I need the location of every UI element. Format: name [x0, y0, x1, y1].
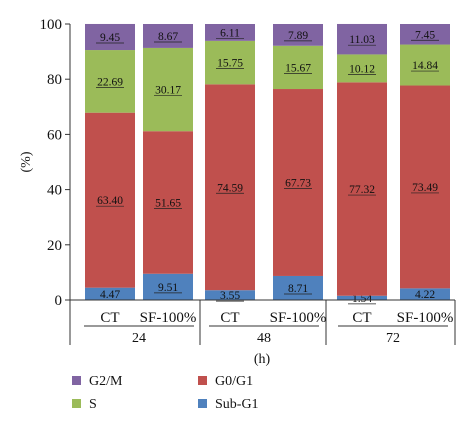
legend-label: G0/G1 — [215, 374, 253, 389]
legend-label: S — [89, 397, 97, 412]
legend-label: G2/M — [89, 374, 123, 389]
bar-segment-sub-g1 — [337, 295, 387, 300]
data-label: 4.47 — [100, 289, 120, 301]
bar-segment-g0-g1 — [85, 112, 135, 288]
bar-segment-g2-m — [400, 24, 450, 45]
bar-segment-g2-m — [205, 24, 255, 41]
data-label: 7.45 — [415, 29, 435, 41]
data-label: 14.84 — [412, 60, 438, 72]
y-axis-title: (%) — [19, 151, 34, 172]
bar-segment-g2-m — [337, 23, 387, 55]
bar-segment-sub-g1 — [273, 275, 323, 300]
bar-segment-g0-g1 — [205, 84, 255, 291]
legend: G2/M G0/G1 S Sub-G1 — [72, 374, 259, 412]
y-tick-label: 60 — [47, 127, 62, 143]
data-label: 8.67 — [158, 31, 178, 43]
bars: 4.47 63.40 22.69 9.45 9.51 51.65 30.17 8.67 3.55… — [85, 23, 450, 305]
data-label: 9.45 — [100, 32, 120, 44]
legend-label: Sub-G1 — [215, 397, 259, 412]
bar-segment-s — [85, 50, 135, 113]
data-label: 30.17 — [155, 85, 181, 97]
legend-swatch — [72, 376, 81, 385]
bar-segment-sub-g1 — [143, 273, 193, 300]
bar-segment-s — [205, 40, 255, 85]
data-label: 8.71 — [288, 283, 308, 295]
data-label: 11.03 — [349, 34, 375, 46]
data-label: 67.73 — [285, 177, 311, 189]
data-label: 15.67 — [285, 62, 311, 74]
data-label: 7.89 — [288, 30, 308, 42]
data-label: 3.55 — [220, 290, 240, 302]
x-axis-title: (h) — [254, 352, 271, 367]
bar-segment-sub-g1 — [205, 290, 255, 300]
x-category-label: CT — [100, 310, 119, 326]
y-tick-label: 20 — [47, 238, 62, 254]
bar-segment-s — [273, 45, 323, 90]
x-category-label: SF-100% — [270, 310, 327, 326]
legend-swatch — [198, 399, 207, 408]
bar-segment-sub-g1 — [85, 287, 135, 300]
y-axis: 0 20 40 60 80 100 — [40, 17, 71, 309]
bar-segment-g0-g1 — [400, 85, 450, 289]
data-label: 51.65 — [155, 197, 181, 209]
x-category-label: SF-100% — [140, 310, 197, 326]
y-tick-label: 40 — [47, 183, 62, 199]
x-category-label: CT — [220, 310, 239, 326]
bar-segment-s — [400, 44, 450, 86]
legend-swatch — [198, 376, 207, 385]
x-group-label: 72 — [386, 331, 400, 346]
bar-segment-g2-m — [273, 24, 323, 46]
data-label: 10.12 — [349, 63, 375, 75]
y-tick-label: 100 — [40, 17, 63, 33]
bar-segment-g0-g1 — [273, 89, 323, 276]
x-category-label: SF-100% — [397, 310, 454, 326]
data-label: 1.54 — [352, 293, 372, 305]
bar-segment-g0-g1 — [143, 131, 193, 274]
data-label: 73.49 — [412, 182, 438, 194]
data-label: 77.32 — [349, 184, 375, 196]
x-group-label: 48 — [257, 331, 271, 346]
data-label: 22.69 — [97, 76, 123, 88]
bar-segment-s — [337, 54, 387, 83]
data-label: 9.51 — [158, 282, 178, 294]
x-category-label: CT — [352, 310, 371, 326]
data-label: 4.22 — [415, 289, 435, 301]
data-label: 15.75 — [217, 58, 243, 70]
data-label: 63.40 — [97, 195, 123, 207]
bar-segment-s — [143, 47, 193, 132]
bar-segment-sub-g1 — [400, 288, 450, 300]
bar-segment-g0-g1 — [337, 82, 387, 296]
x-axis: CT SF-100% CT SF-100% CT SF-100% 24 48 72 — [69, 299, 456, 346]
data-label: 6.11 — [220, 27, 240, 39]
data-label: 74.59 — [217, 182, 243, 194]
y-tick-label: 80 — [47, 72, 62, 88]
legend-swatch — [72, 399, 81, 408]
bar-segment-g2-m — [85, 23, 135, 51]
x-group-label: 24 — [132, 331, 146, 346]
y-tick-label: 0 — [55, 293, 63, 309]
